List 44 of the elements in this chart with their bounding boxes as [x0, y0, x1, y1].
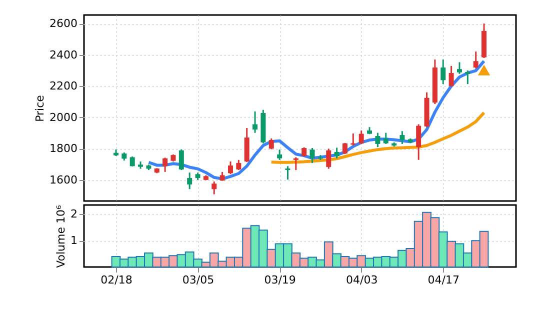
candlestick [228, 160, 233, 175]
y-tick-label: 2000 [50, 110, 78, 124]
candlestick [473, 50, 478, 70]
candlestick [342, 142, 348, 155]
candlestick [130, 156, 135, 168]
candlestick [400, 130, 405, 145]
candlestick [383, 132, 388, 145]
candlestick [310, 147, 315, 164]
candlestick [162, 156, 168, 173]
candlestick [375, 132, 380, 148]
x-tick-label: 03/19 [264, 274, 296, 286]
candlestick [268, 138, 274, 150]
candlestick [285, 165, 290, 180]
y-tick-label: 2 [70, 208, 78, 221]
candlestick [236, 159, 242, 171]
candlestick [448, 65, 454, 88]
y-axis-title: Price [34, 94, 47, 122]
candlestick [416, 124, 422, 161]
candlestick [178, 148, 184, 171]
candlestick [326, 148, 332, 170]
y-tick-label: 1800 [50, 142, 78, 156]
candlestick [465, 70, 470, 85]
candlestick [187, 172, 192, 190]
y-axis-title: Volume 10⁶ [54, 204, 68, 268]
candlestick [244, 127, 250, 163]
candlestick [456, 61, 462, 75]
candlestick [252, 110, 258, 134]
candlestick [358, 130, 364, 145]
line-series [147, 60, 486, 180]
candlestick [302, 146, 307, 158]
candlestick [440, 58, 446, 85]
candlestick [277, 148, 282, 161]
x-tick-label: 04/03 [346, 274, 378, 286]
y-tick-label: 1 [70, 234, 78, 248]
y-tick-label: 2600 [50, 17, 78, 30]
y-tick-label: 2200 [50, 80, 78, 93]
y-tick-label: 2400 [50, 48, 78, 62]
x-tick-label: 02/18 [100, 274, 132, 286]
candlestick [293, 156, 298, 171]
x-tick-label: 04/17 [428, 274, 460, 286]
x-tick-label: 03/05 [182, 274, 214, 286]
candlestick [212, 180, 217, 196]
y-tick-label: 1600 [50, 173, 78, 186]
candlestick [334, 146, 340, 160]
